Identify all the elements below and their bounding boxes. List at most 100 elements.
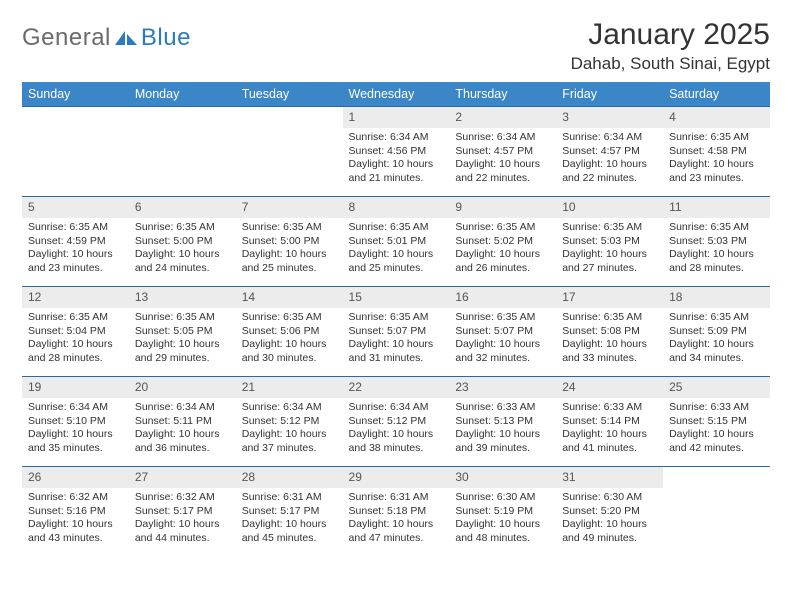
day-info-line: Daylight: 10 hours and 29 minutes. — [135, 338, 230, 365]
day-info-line: Daylight: 10 hours and 22 minutes. — [562, 158, 657, 185]
day-number: 30 — [449, 467, 556, 488]
calendar-day-cell: 12Sunrise: 6:35 AMSunset: 5:04 PMDayligh… — [22, 287, 129, 377]
day-number: 11 — [663, 197, 770, 218]
logo: General Blue — [22, 24, 191, 52]
calendar-day-cell: 22Sunrise: 6:34 AMSunset: 5:12 PMDayligh… — [343, 377, 450, 467]
day-info-line: Daylight: 10 hours and 23 minutes. — [28, 248, 123, 275]
day-info-line: Daylight: 10 hours and 34 minutes. — [669, 338, 764, 365]
day-info-line: Daylight: 10 hours and 27 minutes. — [562, 248, 657, 275]
day-number: 6 — [129, 197, 236, 218]
day-body: Sunrise: 6:35 AMSunset: 5:09 PMDaylight:… — [663, 308, 770, 367]
weekday-header-row: Sunday Monday Tuesday Wednesday Thursday… — [22, 82, 770, 107]
day-info-line: Daylight: 10 hours and 31 minutes. — [349, 338, 444, 365]
day-info-line: Sunset: 5:08 PM — [562, 325, 657, 338]
day-info-line: Sunset: 5:07 PM — [455, 325, 550, 338]
day-info-line: Sunrise: 6:34 AM — [349, 401, 444, 414]
day-info-line: Sunrise: 6:31 AM — [349, 491, 444, 504]
calendar-day-cell: 24Sunrise: 6:33 AMSunset: 5:14 PMDayligh… — [556, 377, 663, 467]
day-info-line: Sunrise: 6:35 AM — [349, 221, 444, 234]
day-number: 7 — [236, 197, 343, 218]
calendar-day-cell: 26Sunrise: 6:32 AMSunset: 5:16 PMDayligh… — [22, 467, 129, 557]
day-info-line: Daylight: 10 hours and 25 minutes. — [242, 248, 337, 275]
calendar-day-cell: 4Sunrise: 6:35 AMSunset: 4:58 PMDaylight… — [663, 107, 770, 197]
day-body: Sunrise: 6:35 AMSunset: 4:58 PMDaylight:… — [663, 128, 770, 187]
calendar-day-cell: 19Sunrise: 6:34 AMSunset: 5:10 PMDayligh… — [22, 377, 129, 467]
day-number: 18 — [663, 287, 770, 308]
day-number: 2 — [449, 107, 556, 128]
day-info-line: Sunrise: 6:35 AM — [242, 311, 337, 324]
day-info-line: Sunset: 5:19 PM — [455, 505, 550, 518]
day-body: Sunrise: 6:34 AMSunset: 5:10 PMDaylight:… — [22, 398, 129, 457]
page-title: January 2025 — [571, 18, 770, 52]
day-info-line: Daylight: 10 hours and 44 minutes. — [135, 518, 230, 545]
day-info-line: Sunrise: 6:34 AM — [28, 401, 123, 414]
calendar-week-row: 19Sunrise: 6:34 AMSunset: 5:10 PMDayligh… — [22, 377, 770, 467]
day-info-line: Sunrise: 6:33 AM — [669, 401, 764, 414]
day-info-line: Sunset: 5:04 PM — [28, 325, 123, 338]
day-info-line: Sunset: 4:59 PM — [28, 235, 123, 248]
calendar-day-cell: 5Sunrise: 6:35 AMSunset: 4:59 PMDaylight… — [22, 197, 129, 287]
day-info-line: Sunrise: 6:34 AM — [349, 131, 444, 144]
day-body: Sunrise: 6:35 AMSunset: 5:07 PMDaylight:… — [449, 308, 556, 367]
day-number: 1 — [343, 107, 450, 128]
logo-sail-icon — [113, 29, 139, 47]
weekday-header: Wednesday — [343, 82, 450, 107]
day-info-line: Sunset: 5:20 PM — [562, 505, 657, 518]
day-number: 3 — [556, 107, 663, 128]
calendar-day-cell — [236, 107, 343, 197]
day-info-line: Sunrise: 6:30 AM — [562, 491, 657, 504]
day-body: Sunrise: 6:33 AMSunset: 5:14 PMDaylight:… — [556, 398, 663, 457]
day-info-line: Sunset: 5:09 PM — [669, 325, 764, 338]
day-info-line: Sunset: 5:07 PM — [349, 325, 444, 338]
day-body: Sunrise: 6:35 AMSunset: 5:04 PMDaylight:… — [22, 308, 129, 367]
day-info-line: Sunset: 4:58 PM — [669, 145, 764, 158]
day-body: Sunrise: 6:35 AMSunset: 5:06 PMDaylight:… — [236, 308, 343, 367]
day-info-line: Sunrise: 6:35 AM — [242, 221, 337, 234]
day-info-line: Daylight: 10 hours and 43 minutes. — [28, 518, 123, 545]
header: General Blue January 2025 Dahab, South S… — [22, 18, 770, 74]
calendar-day-cell: 10Sunrise: 6:35 AMSunset: 5:03 PMDayligh… — [556, 197, 663, 287]
day-body — [129, 113, 236, 118]
weekday-header: Saturday — [663, 82, 770, 107]
day-info-line: Daylight: 10 hours and 39 minutes. — [455, 428, 550, 455]
day-info-line: Sunrise: 6:35 AM — [669, 311, 764, 324]
calendar-day-cell: 18Sunrise: 6:35 AMSunset: 5:09 PMDayligh… — [663, 287, 770, 377]
day-number: 21 — [236, 377, 343, 398]
day-body: Sunrise: 6:30 AMSunset: 5:19 PMDaylight:… — [449, 488, 556, 547]
day-info-line: Sunset: 5:16 PM — [28, 505, 123, 518]
day-info-line: Daylight: 10 hours and 23 minutes. — [669, 158, 764, 185]
day-body: Sunrise: 6:35 AMSunset: 5:01 PMDaylight:… — [343, 218, 450, 277]
calendar-day-cell: 30Sunrise: 6:30 AMSunset: 5:19 PMDayligh… — [449, 467, 556, 557]
day-info-line: Sunrise: 6:35 AM — [562, 221, 657, 234]
day-info-line: Daylight: 10 hours and 25 minutes. — [349, 248, 444, 275]
calendar-week-row: 26Sunrise: 6:32 AMSunset: 5:16 PMDayligh… — [22, 467, 770, 557]
calendar-day-cell: 25Sunrise: 6:33 AMSunset: 5:15 PMDayligh… — [663, 377, 770, 467]
day-body: Sunrise: 6:31 AMSunset: 5:18 PMDaylight:… — [343, 488, 450, 547]
day-info-line: Sunset: 5:17 PM — [242, 505, 337, 518]
day-info-line: Daylight: 10 hours and 45 minutes. — [242, 518, 337, 545]
calendar-day-cell: 27Sunrise: 6:32 AMSunset: 5:17 PMDayligh… — [129, 467, 236, 557]
day-info-line: Daylight: 10 hours and 33 minutes. — [562, 338, 657, 365]
calendar-week-row: 12Sunrise: 6:35 AMSunset: 5:04 PMDayligh… — [22, 287, 770, 377]
day-number: 12 — [22, 287, 129, 308]
day-info-line: Sunset: 5:15 PM — [669, 415, 764, 428]
day-info-line: Sunrise: 6:35 AM — [28, 311, 123, 324]
day-info-line: Daylight: 10 hours and 47 minutes. — [349, 518, 444, 545]
calendar-week-row: 5Sunrise: 6:35 AMSunset: 4:59 PMDaylight… — [22, 197, 770, 287]
day-info-line: Sunrise: 6:35 AM — [135, 221, 230, 234]
day-number: 23 — [449, 377, 556, 398]
day-info-line: Sunset: 5:18 PM — [349, 505, 444, 518]
day-info-line: Sunset: 5:12 PM — [242, 415, 337, 428]
day-info-line: Sunset: 5:10 PM — [28, 415, 123, 428]
day-body: Sunrise: 6:35 AMSunset: 5:08 PMDaylight:… — [556, 308, 663, 367]
day-body — [236, 113, 343, 118]
day-body: Sunrise: 6:34 AMSunset: 5:12 PMDaylight:… — [343, 398, 450, 457]
calendar-day-cell — [129, 107, 236, 197]
calendar-day-cell: 7Sunrise: 6:35 AMSunset: 5:00 PMDaylight… — [236, 197, 343, 287]
day-info-line: Daylight: 10 hours and 21 minutes. — [349, 158, 444, 185]
day-body: Sunrise: 6:35 AMSunset: 5:03 PMDaylight:… — [663, 218, 770, 277]
weekday-header: Friday — [556, 82, 663, 107]
calendar-day-cell: 16Sunrise: 6:35 AMSunset: 5:07 PMDayligh… — [449, 287, 556, 377]
day-body: Sunrise: 6:34 AMSunset: 4:56 PMDaylight:… — [343, 128, 450, 187]
day-info-line: Sunrise: 6:34 AM — [562, 131, 657, 144]
